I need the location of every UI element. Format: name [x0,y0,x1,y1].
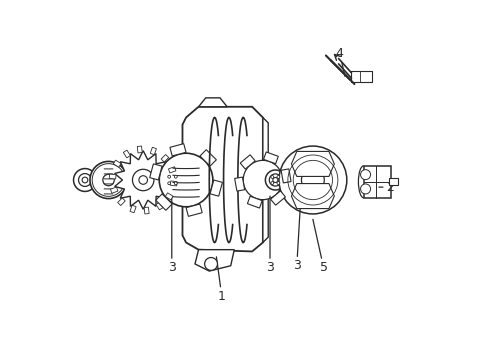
Polygon shape [123,150,130,158]
Circle shape [273,177,278,183]
Circle shape [243,160,283,200]
Circle shape [205,257,218,270]
Polygon shape [389,178,398,185]
Polygon shape [198,98,227,107]
Text: 4: 4 [336,47,345,76]
Polygon shape [264,152,278,164]
Circle shape [166,174,179,186]
Polygon shape [144,207,149,214]
Polygon shape [165,193,173,200]
Circle shape [162,169,183,191]
Polygon shape [171,181,177,186]
Circle shape [361,184,370,194]
Polygon shape [270,191,286,205]
Circle shape [279,146,347,214]
Polygon shape [292,184,334,208]
Polygon shape [210,180,222,196]
Polygon shape [195,249,234,271]
Circle shape [78,174,92,186]
Circle shape [174,182,177,185]
Polygon shape [182,107,263,251]
Polygon shape [130,205,136,213]
Polygon shape [118,198,125,206]
Polygon shape [200,150,217,166]
Circle shape [301,168,324,192]
Polygon shape [281,169,291,183]
Circle shape [270,174,281,186]
Text: 3: 3 [293,205,301,272]
Circle shape [168,175,171,178]
Polygon shape [186,204,202,216]
Circle shape [168,182,171,185]
Text: 3: 3 [266,196,274,274]
Circle shape [103,174,114,186]
Polygon shape [115,151,172,209]
Circle shape [170,177,175,183]
Circle shape [277,176,280,179]
Polygon shape [161,154,169,162]
Polygon shape [240,155,255,169]
Circle shape [277,181,280,184]
Polygon shape [170,144,186,156]
Polygon shape [169,167,176,173]
Polygon shape [364,166,391,198]
Text: 1: 1 [217,257,226,303]
Polygon shape [150,164,162,180]
Polygon shape [247,196,262,208]
Text: 2: 2 [379,181,393,194]
Polygon shape [137,146,142,153]
Polygon shape [156,194,172,210]
Circle shape [159,153,213,207]
Polygon shape [110,187,118,193]
Circle shape [361,170,370,180]
Circle shape [132,169,154,191]
Circle shape [271,176,274,179]
Polygon shape [292,152,334,176]
Circle shape [82,177,88,183]
Polygon shape [263,117,268,243]
Circle shape [174,175,177,178]
Circle shape [139,176,147,184]
Text: 5: 5 [313,219,328,274]
Circle shape [266,170,285,190]
Circle shape [90,161,127,199]
Circle shape [271,181,274,184]
Polygon shape [109,174,116,179]
Text: 3: 3 [168,196,176,274]
Polygon shape [235,177,245,191]
Circle shape [74,168,97,192]
Polygon shape [113,160,121,167]
Polygon shape [156,202,163,210]
Polygon shape [150,147,156,155]
